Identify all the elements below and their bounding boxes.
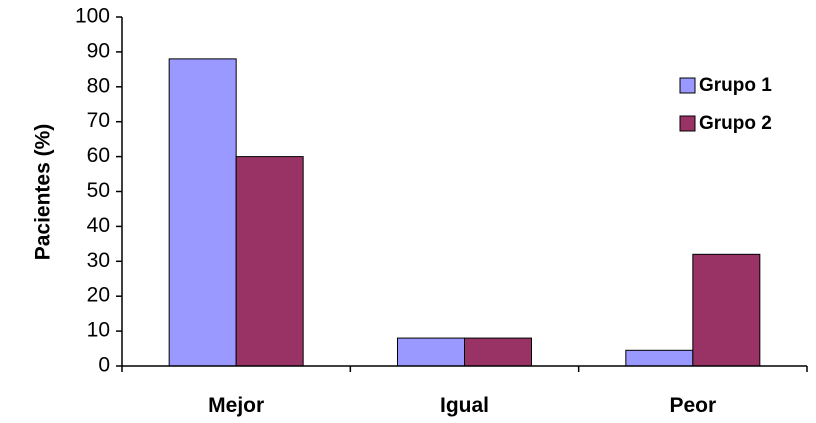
y-tick-label: 100 [75, 5, 110, 28]
legend-swatch [679, 115, 696, 132]
bar-igual-grupo-2 [464, 337, 532, 367]
legend-label: Grupo 2 [699, 113, 772, 134]
y-tick-label: 40 [87, 214, 110, 237]
x-tick-label: Mejor [208, 394, 264, 417]
x-tick-label: Peor [669, 394, 716, 417]
y-tick-label: 30 [87, 249, 110, 272]
legend-swatch [679, 77, 696, 94]
y-tick-label: 70 [87, 109, 110, 132]
bar-mejor-grupo-1 [168, 58, 237, 367]
axes [121, 17, 808, 372]
y-tick-label: 0 [98, 354, 110, 377]
bars [168, 58, 761, 367]
y-tick-label: 80 [87, 74, 110, 97]
y-axis: 0 10 20 30 40 50 60 70 80 90 100 [75, 5, 122, 377]
legend: Grupo 1 Grupo 2 [679, 75, 772, 134]
bar-peor-grupo-1 [625, 349, 694, 367]
y-tick-label: 60 [87, 144, 110, 167]
y-tick-label: 20 [87, 284, 110, 307]
y-tick-label: 90 [87, 39, 110, 62]
x-axis-labels: Mejor Igual Peor [208, 394, 716, 417]
bar-peor-grupo-2 [692, 253, 761, 367]
y-tick-label: 10 [87, 319, 110, 342]
y-tick-label: 50 [87, 179, 110, 202]
legend-label: Grupo 1 [699, 75, 772, 96]
y-axis-title: Pacientes (%) [32, 124, 55, 261]
bar-igual-grupo-1 [397, 337, 465, 367]
bar-mejor-grupo-2 [235, 156, 304, 367]
x-tick-label: Igual [440, 394, 489, 417]
